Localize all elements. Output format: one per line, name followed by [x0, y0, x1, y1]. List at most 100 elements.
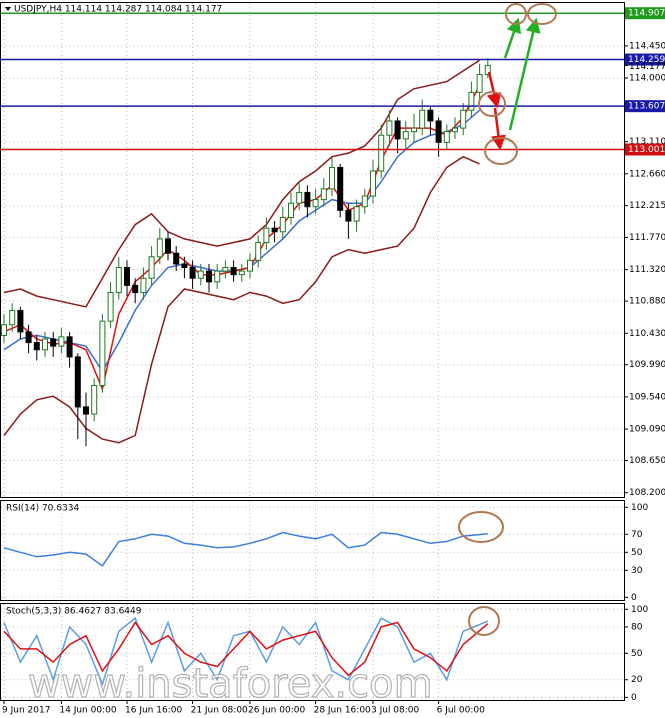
candle-body: [189, 267, 196, 279]
candle-body: [468, 91, 475, 111]
y-tick-label: 109.540: [629, 392, 665, 402]
y-tick-label: 113.110: [629, 137, 665, 147]
candle-body: [9, 309, 16, 326]
y-tick-label: 0: [631, 593, 637, 603]
x-tick-label: 28 Jun 16:00: [314, 706, 371, 716]
circle: [478, 91, 506, 117]
arrow-up: [508, 17, 541, 131]
candle-body: [345, 209, 352, 222]
candle-body: [222, 267, 229, 272]
y-tick-label: 0: [631, 693, 637, 703]
candle-body: [394, 120, 401, 140]
candle-body: [443, 131, 450, 143]
candle-body: [320, 188, 327, 201]
candle-body: [304, 191, 311, 208]
candle-body: [74, 356, 81, 408]
candle-body: [271, 227, 278, 233]
candle-body: [419, 109, 426, 129]
candle-body: [83, 406, 89, 415]
y-tick-label: 110.880: [629, 297, 665, 307]
level-label: 113.607: [628, 102, 665, 112]
candle-body: [296, 191, 303, 204]
candle-body: [173, 252, 180, 265]
candle-body: [255, 241, 262, 261]
candle-body: [66, 336, 73, 358]
indicator-line: [3, 155, 480, 444]
x-tick-label: 16 Jun 16:00: [125, 706, 182, 716]
candle-body: [238, 270, 245, 276]
main-frame: [0, 2, 625, 498]
rsi-frame: [0, 500, 625, 601]
x-tick-label: 3 Jul 08:00: [371, 706, 420, 716]
candle-body: [370, 170, 376, 197]
y-tick-label: 111.320: [629, 265, 665, 275]
y-tick-label: 110.430: [629, 329, 665, 339]
candle-body: [378, 134, 385, 172]
candle-body: [476, 73, 483, 93]
y-tick-label: 50: [631, 548, 643, 558]
candle-body: [435, 120, 442, 143]
level-label: 114.907: [628, 9, 665, 19]
circle: [458, 511, 504, 543]
candle-body: [91, 384, 98, 415]
level-label: 113.001: [628, 145, 665, 155]
last-price-label: 114.177: [629, 62, 665, 72]
menu-triangle: [5, 7, 11, 11]
y-tick-label: 114.000: [629, 74, 665, 84]
candle-body: [288, 202, 294, 218]
arrow-up: [503, 17, 522, 59]
candle-body: [25, 331, 32, 344]
candle-body: [107, 292, 114, 322]
circle: [527, 3, 557, 25]
stoch-frame: [0, 603, 625, 701]
candle-body: [337, 166, 344, 211]
candle-body: [132, 284, 139, 294]
candle-body: [279, 216, 286, 233]
candle-body: [312, 199, 319, 208]
y-tick-label: 50: [631, 649, 643, 659]
level-label-box: [625, 143, 665, 156]
level-label-box: [625, 7, 665, 20]
level-label: 114.259: [628, 55, 665, 65]
x-tick-label: 9 Jun 2017: [2, 706, 50, 716]
x-tick-label: 14 Jun 00:00: [59, 706, 116, 716]
candle-body: [484, 64, 491, 75]
level-label-box: [625, 100, 665, 113]
candle-body: [99, 320, 106, 386]
y-tick-label: 112.660: [629, 169, 665, 179]
circle: [484, 137, 518, 165]
candle-body: [197, 270, 204, 279]
chart-title: USDJPY,H4 114.114 114.287 114.084 114.17…: [14, 5, 222, 15]
x-tick-label: 26 Jun 00:00: [248, 706, 305, 716]
candle-body: [156, 238, 163, 258]
y-tick-label: 109.090: [629, 425, 665, 435]
y-tick-label: 80: [631, 622, 643, 632]
candle-body: [17, 309, 24, 333]
y-tick-label: 70: [631, 530, 643, 540]
indicator-line: [3, 621, 489, 677]
indicator-title: RSI(14) 70.6334: [6, 504, 79, 514]
candle-body: [263, 227, 270, 243]
x-tick-label: 21 Jun 08:00: [191, 706, 248, 716]
candle-body: [361, 195, 368, 208]
candle-body: [50, 338, 57, 347]
y-tick-label: 20: [631, 675, 643, 685]
indicator-title: Stoch(5,3,3) 86.4627 83.6449: [6, 607, 142, 617]
indicator-line: [3, 59, 481, 308]
candle-body: [165, 238, 171, 254]
candle-body: [386, 120, 393, 136]
candle-body: [33, 342, 40, 351]
candle-body: [402, 131, 409, 140]
candle-body: [452, 127, 458, 133]
candle-body: [427, 109, 434, 122]
forecast-arrows: [458, 3, 557, 636]
candle-body: [115, 267, 122, 294]
indicator-line: [3, 616, 489, 687]
y-tick-label: 100: [631, 503, 648, 513]
candle-body: [58, 336, 65, 347]
y-tick-label: 109.990: [629, 360, 665, 370]
candle-body: [329, 166, 335, 190]
candle-body: [148, 256, 155, 279]
